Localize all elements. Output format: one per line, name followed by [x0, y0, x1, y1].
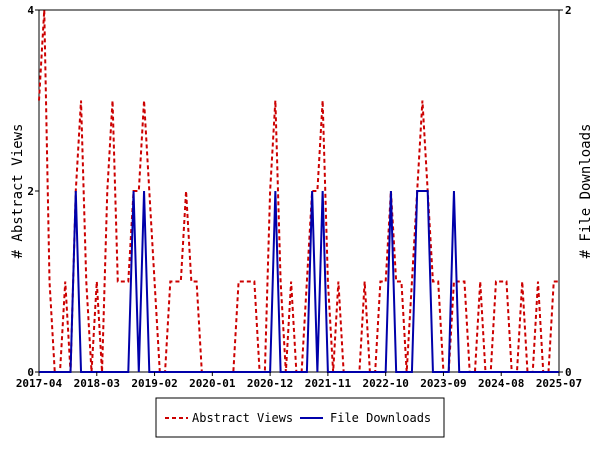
x-tick-label: 2020-12: [247, 377, 293, 390]
y-right-tick-label: 0: [565, 366, 572, 379]
axis-layer: 2017-04 2018-03 2019-02 2020-01 2020-12 2021-…: [16, 4, 582, 390]
y-right-tick-label: 2: [565, 4, 572, 17]
y-left-tick-label: 4: [27, 4, 34, 17]
y-left-tick-label: 2: [27, 185, 34, 198]
x-tick-label: 2020-01: [189, 377, 236, 390]
plot-frame: [38, 9, 560, 373]
y-left-tick-label: 0: [27, 366, 34, 379]
x-tick-label: 2025-07: [536, 377, 582, 390]
legend-label-file-downloads: File Downloads: [330, 411, 431, 425]
x-tick-label: 2023-09: [420, 377, 466, 390]
series-layer: [38, 9, 559, 373]
legend-label-abstract-views: Abstract Views: [192, 411, 293, 425]
series-line-file-downloads: [39, 190, 559, 373]
legend: Abstract Views File Downloads: [155, 397, 445, 438]
y-left-axis-title: # Abstract Views: [10, 124, 26, 259]
x-tick-label: 2018-03: [74, 377, 120, 390]
x-tick-label: 2017-04: [16, 377, 63, 390]
x-tick-label: 2022-10: [362, 377, 408, 390]
x-tick-label: 2019-02: [131, 377, 177, 390]
x-tick-label: 2021-11: [305, 377, 352, 390]
x-tick-label: 2024-08: [478, 377, 524, 390]
y-right-axis-title: # File Downloads: [578, 124, 594, 259]
